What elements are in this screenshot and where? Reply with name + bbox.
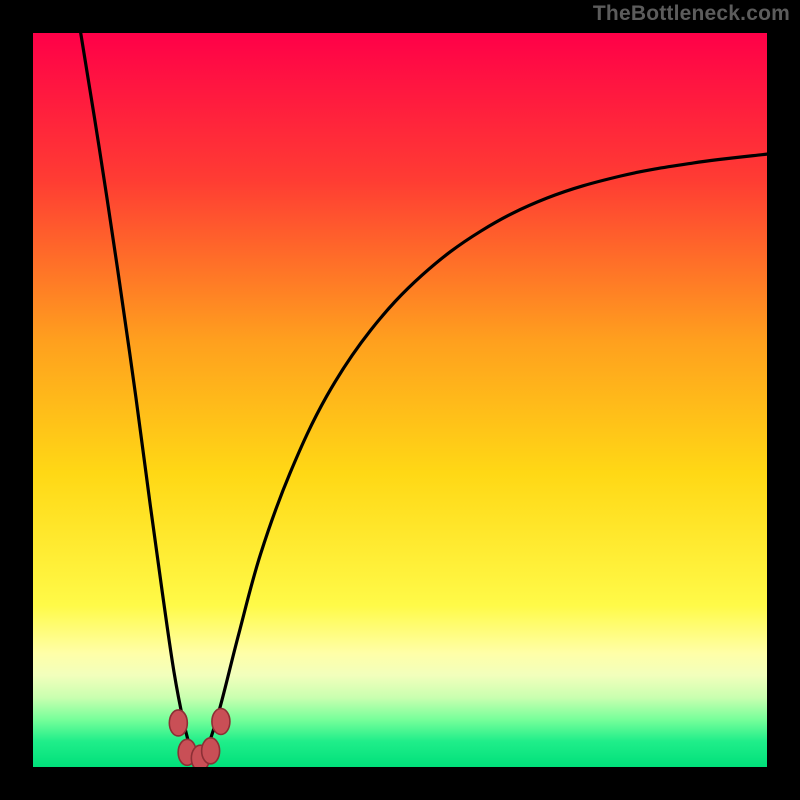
gradient-background	[33, 33, 767, 767]
plot-area	[33, 33, 767, 767]
notch-marker	[169, 710, 187, 736]
chart-svg	[33, 33, 767, 767]
notch-marker	[202, 738, 220, 764]
chart-container: TheBottleneck.com	[0, 0, 800, 800]
notch-marker	[212, 708, 230, 734]
watermark-text: TheBottleneck.com	[593, 2, 790, 26]
